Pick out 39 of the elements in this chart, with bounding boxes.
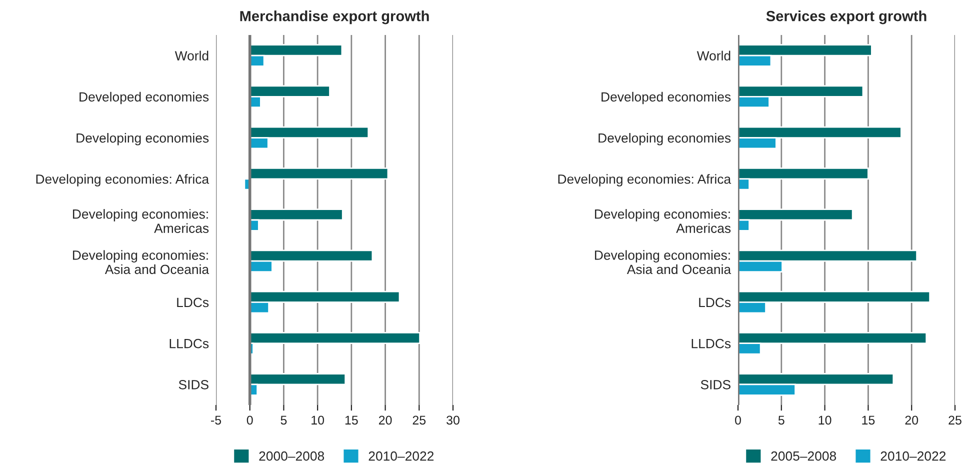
x-tick-label: 0 [246,416,253,425]
y-tick-label: Developing economies: Africa [558,174,732,186]
legend-label: 2005–2008 [771,451,836,461]
chart-title: Merchandise export growth [240,10,429,24]
x-tick-label: 30 [446,416,460,425]
y-tick-label: Developing economies: Africa [36,174,210,186]
y-tick-label: Developing economies [598,132,731,146]
y-tick-label: SIDS [700,380,730,390]
x-tick-label: 15 [862,416,875,425]
y-tick-label: Developed economies [602,92,731,104]
x-tick-label: 25 [412,416,426,425]
y-tick-label: Developing economies: Asia and Oceania [72,250,210,274]
y-tick-label: World [174,50,208,60]
y-tick-label: Developing economies [76,132,209,146]
x-tick-label: 0 [735,416,741,425]
legend-label: 2000–2008 [259,451,324,461]
bar [249,168,389,180]
x-tick-label: 20 [905,416,918,425]
y-tick-label: LLDCs [170,338,209,348]
x-tick-label: 5 [778,416,784,425]
y-tick-label: LDCs [177,298,209,308]
legend-label: 2010–2022 [368,451,434,461]
y-tick-label: Developed economies [80,92,209,104]
y-tick-label: Developing economies: Asia and Oceania [594,250,732,274]
x-tick-label: 25 [948,416,962,425]
y-tick-label: Developing economies: Americas [594,209,731,233]
y-tick-label: LLDCs [692,338,731,348]
y-tick-label: SIDS [178,380,208,390]
x-tick-label: -5 [211,416,222,425]
x-tick-label: 20 [378,416,392,425]
x-tick-label: 15 [345,416,358,425]
y-tick-label: World [696,50,730,60]
chart-title: Services export growth [766,10,926,24]
x-tick-label: 10 [312,416,324,425]
x-tick-label: 5 [280,416,287,425]
legend-label: 2010–2022 [880,451,946,461]
y-tick-label: Developing economies: Americas [72,209,209,233]
y-tick-label: LDCs [699,298,731,308]
x-tick-label: 10 [818,416,832,425]
